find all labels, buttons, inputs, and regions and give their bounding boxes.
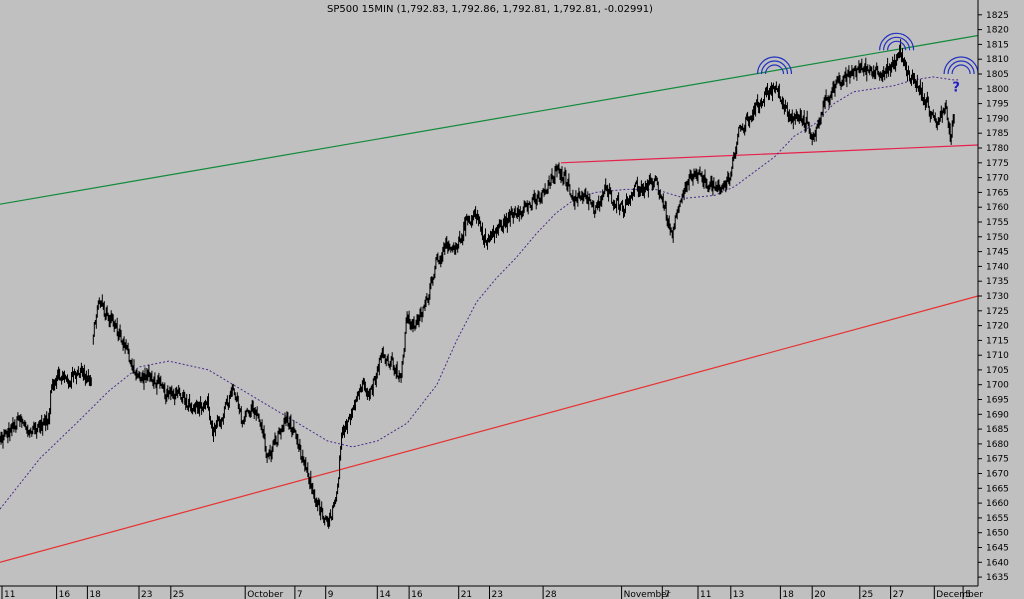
- plot-background: [0, 0, 978, 586]
- y-tick-label: 1700: [986, 381, 1009, 391]
- marker-arc: [951, 64, 971, 75]
- y-tick-label: 1770: [986, 174, 1009, 184]
- y-tick-label: 1710: [986, 351, 1009, 361]
- y-tick-label: 1635: [986, 573, 1009, 583]
- x-tick-label: 21: [461, 590, 472, 599]
- y-tick-label: 1800: [986, 85, 1009, 95]
- x-tick-label: 27: [893, 590, 904, 599]
- question-mark-annotation: ?: [952, 81, 960, 96]
- top-marker-arcs: [943, 56, 979, 75]
- y-tick-label: 1755: [986, 218, 1009, 228]
- price-series: [0, 39, 955, 529]
- y-tick-label: 1775: [986, 159, 1009, 169]
- y-tick-label: 1820: [986, 26, 1009, 36]
- y-tick-label: 1675: [986, 455, 1009, 465]
- y-tick-label: 1795: [986, 100, 1009, 110]
- marker-arc: [764, 64, 785, 75]
- x-tick-label: 28: [545, 590, 557, 599]
- marker-arc: [756, 56, 793, 75]
- x-tick-label: 25: [862, 590, 873, 599]
- x-tick-label: 13: [733, 590, 744, 599]
- x-tick-label: 7: [297, 590, 303, 599]
- x-tick-label: 16: [411, 590, 423, 599]
- y-tick-label: 1735: [986, 277, 1009, 287]
- y-tick-label: 1720: [986, 322, 1009, 332]
- y-tick-label: 1750: [986, 233, 1009, 243]
- y-tick-label: 1810: [986, 55, 1009, 65]
- moving-average-layer: [0, 76, 960, 510]
- chart-title: SP500 15MIN (1,792.83, 1,792.86, 1,792.8…: [327, 4, 653, 15]
- y-tick-label: 1680: [986, 440, 1009, 450]
- moving-average-line: [0, 76, 960, 510]
- x-tick-label: November: [624, 590, 671, 599]
- marker-arc: [947, 60, 975, 75]
- y-tick-label: 1695: [986, 396, 1009, 406]
- y-tick-label: 1670: [986, 470, 1009, 480]
- price-bars-layer: [0, 39, 955, 529]
- top-marker-arcs: [879, 32, 915, 51]
- top-marker-arcs: [756, 56, 793, 75]
- y-tick-label: 1790: [986, 114, 1009, 124]
- y-tick-label: 1725: [986, 307, 1009, 317]
- y-tick-label: 1690: [986, 410, 1009, 420]
- x-tick-label: 23: [141, 590, 152, 599]
- x-tick-label: 11: [700, 590, 711, 599]
- y-tick-label: 1650: [986, 529, 1009, 539]
- y-tick-label: 1745: [986, 248, 1009, 258]
- y-tick-label: 1660: [986, 499, 1009, 509]
- y-tick-label: 1730: [986, 292, 1009, 302]
- y-axis-ticks: 1635 1640 1645 1650 1655 1660 1665 1670 1675 1680…: [978, 11, 1009, 583]
- y-tick-label: 1780: [986, 144, 1009, 154]
- y-tick-label: 1640: [986, 558, 1009, 568]
- trendlines: [0, 34, 979, 563]
- x-tick-label: 20: [814, 590, 826, 599]
- y-tick-label: 1765: [986, 188, 1009, 198]
- y-tick-label: 1655: [986, 514, 1009, 524]
- x-tick-label: 16: [59, 590, 71, 599]
- x-tick-label: 11: [4, 590, 15, 599]
- marker-arc: [887, 40, 907, 51]
- marker-arc: [883, 36, 911, 51]
- x-tick-label: 9: [328, 590, 334, 599]
- y-tick-label: 1805: [986, 70, 1009, 80]
- y-tick-label: 1685: [986, 425, 1009, 435]
- y-tick-label: 1785: [986, 129, 1009, 139]
- lower-red-channel-line: [0, 295, 979, 563]
- marker-arc: [760, 60, 789, 75]
- y-tick-label: 1715: [986, 336, 1009, 346]
- y-tick-label: 1815: [986, 40, 1009, 50]
- upper-green-channel-line: [0, 34, 979, 205]
- x-tick-label: 5: [965, 590, 971, 599]
- x-tick-label: 18: [89, 590, 101, 599]
- y-tick-label: 1740: [986, 262, 1009, 272]
- y-tick-label: 1645: [986, 544, 1009, 554]
- red-neckline-line: [560, 144, 979, 164]
- y-tick-label: 1705: [986, 366, 1009, 376]
- y-tick-label: 1825: [986, 11, 1009, 21]
- x-tick-label: 14: [379, 590, 391, 599]
- x-tick-label: 7: [664, 590, 670, 599]
- y-tick-label: 1760: [986, 203, 1009, 213]
- x-tick-label: December: [936, 590, 983, 599]
- x-tick-label: 23: [492, 590, 503, 599]
- annotations-layer: ?: [756, 32, 979, 96]
- x-tick-label: 25: [173, 590, 184, 599]
- x-tick-label: 18: [782, 590, 794, 599]
- marker-arc: [943, 56, 979, 75]
- x-tick-label: October: [247, 590, 283, 599]
- y-tick-label: 1665: [986, 484, 1009, 494]
- marker-arc: [879, 32, 915, 51]
